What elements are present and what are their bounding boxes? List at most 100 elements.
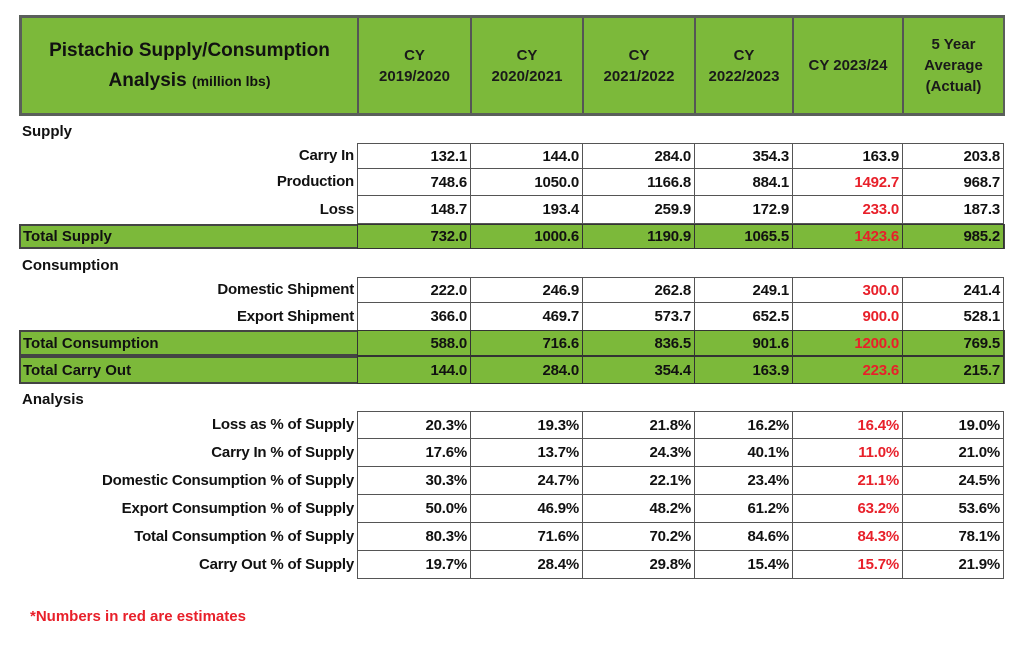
table-cell: 23.4% xyxy=(694,466,793,495)
table-cell: 20.3% xyxy=(357,411,471,439)
row-label: Carry In % of Supply xyxy=(211,443,354,461)
table-cell: 11.0% xyxy=(792,438,903,467)
column-header: CY 2023/24 xyxy=(792,18,902,113)
title-unit: (million lbs) xyxy=(191,72,271,89)
section-title: Consumption xyxy=(22,257,119,274)
table-cell: 366.0 xyxy=(357,302,471,331)
table-cell: 61.2% xyxy=(694,494,793,523)
table-cell: 203.8 xyxy=(902,143,1004,169)
column-header-line: 2019/2020 xyxy=(379,67,450,85)
total-cell: 354.4 xyxy=(582,356,695,384)
table-cell: 246.9 xyxy=(470,277,583,303)
table-cell: 15.7% xyxy=(792,550,903,579)
table-cell: 84.3% xyxy=(792,522,903,551)
total-cell: 588.0 xyxy=(357,330,471,356)
table-cell: 249.1 xyxy=(694,277,793,303)
table-cell: 172.9 xyxy=(694,195,793,224)
row-label: Carry Out % of Supply xyxy=(199,555,354,573)
total-cell: 836.5 xyxy=(582,330,695,356)
table-cell: 968.7 xyxy=(902,168,1004,196)
total-cell: 144.0 xyxy=(357,356,471,384)
total-cell: 732.0 xyxy=(357,224,471,249)
table-cell: 29.8% xyxy=(582,550,695,579)
table-cell: 53.6% xyxy=(902,494,1004,523)
row-label: Loss as % of Supply xyxy=(211,416,354,433)
table-cell: 148.7 xyxy=(357,195,471,224)
table-cell: 900.0 xyxy=(792,302,903,331)
table-cell: 469.7 xyxy=(470,302,583,331)
section-title: Analysis xyxy=(22,391,84,408)
table-cell: 241.4 xyxy=(902,277,1004,303)
row-label: Domestic Shipment xyxy=(217,281,354,298)
total-cell: 1065.5 xyxy=(694,224,793,249)
table-cell: 132.1 xyxy=(357,143,471,169)
table-cell: 652.5 xyxy=(694,302,793,331)
total-cell: 1200.0 xyxy=(792,330,903,356)
column-header-line: 2022/2023 xyxy=(708,67,780,85)
footnote: *Numbers in red are estimates xyxy=(30,608,246,625)
table-cell: 22.1% xyxy=(582,466,695,495)
table-cell: 163.9 xyxy=(792,143,903,169)
table-cell: 748.6 xyxy=(357,168,471,196)
table-cell: 21.1% xyxy=(792,466,903,495)
table-cell: 300.0 xyxy=(792,277,903,303)
table-cell: 63.2% xyxy=(792,494,903,523)
column-header-line: Average xyxy=(924,57,983,74)
total-cell: 769.5 xyxy=(902,330,1004,356)
table-cell: 13.7% xyxy=(470,438,583,467)
total-cell: 223.6 xyxy=(792,356,903,384)
table-cell: 528.1 xyxy=(902,302,1004,331)
total-label: Total Consumption xyxy=(23,334,159,352)
table-cell: 80.3% xyxy=(357,522,471,551)
column-header-line: (Actual) xyxy=(925,78,982,95)
table-cell: 1166.8 xyxy=(582,168,695,196)
column-header-line: 5 Year xyxy=(931,36,976,53)
table-cell: 19.7% xyxy=(357,550,471,579)
table-cell: 70.2% xyxy=(582,522,695,551)
table-cell: 19.3% xyxy=(470,411,583,439)
table-cell: 17.6% xyxy=(357,438,471,467)
column-header-line: CY xyxy=(516,46,538,64)
table-cell: 24.5% xyxy=(902,466,1004,495)
column-header: CY 2021/2022 xyxy=(582,18,694,113)
section-title: Supply xyxy=(22,123,73,140)
total-cell: 1423.6 xyxy=(792,224,903,249)
table-cell: 21.8% xyxy=(582,411,695,439)
table-cell: 30.3% xyxy=(357,466,471,495)
table-cell: 28.4% xyxy=(470,550,583,579)
title-line2: Analysis xyxy=(108,69,187,91)
table-cell: 50.0% xyxy=(357,494,471,523)
table-cell: 71.6% xyxy=(470,522,583,551)
table-cell: 354.3 xyxy=(694,143,793,169)
table-cell: 1492.7 xyxy=(792,168,903,196)
total-cell: 163.9 xyxy=(694,356,793,384)
column-header-line: CY xyxy=(404,46,425,64)
column-header: CY 2019/2020 xyxy=(357,18,470,113)
total-cell: 1000.6 xyxy=(470,224,583,249)
row-label: Domestic Consumption % of Supply xyxy=(102,471,354,489)
column-header: CY 2022/2023 xyxy=(694,18,792,113)
table-cell: 262.8 xyxy=(582,277,695,303)
column-header-line: CY xyxy=(628,46,650,64)
table-cell: 1050.0 xyxy=(470,168,583,196)
column-header-line: 2020/2021 xyxy=(491,67,563,85)
column-header-line: CY 2023/24 xyxy=(808,57,888,74)
table-cell: 21.0% xyxy=(902,438,1004,467)
row-label: Total Consumption % of Supply xyxy=(134,527,354,545)
table-cell: 233.0 xyxy=(792,195,903,224)
table-cell: 46.9% xyxy=(470,494,583,523)
row-label: Export Consumption % of Supply xyxy=(121,499,355,517)
table-title: Pistachio Supply/Consumption Analysis (mi… xyxy=(22,18,357,113)
table-cell: 884.1 xyxy=(694,168,793,196)
table-cell: 573.7 xyxy=(582,302,695,331)
total-cell: 215.7 xyxy=(902,356,1004,384)
column-header: 5 Year Average (Actual) xyxy=(902,18,1003,113)
table-cell: 144.0 xyxy=(470,143,583,169)
table-cell: 78.1% xyxy=(902,522,1004,551)
table-cell: 15.4% xyxy=(694,550,793,579)
total-cell: 901.6 xyxy=(694,330,793,356)
table-cell: 48.2% xyxy=(582,494,695,523)
table-cell: 16.4% xyxy=(792,411,903,439)
table-cell: 193.4 xyxy=(470,195,583,224)
table-cell: 24.7% xyxy=(470,466,583,495)
